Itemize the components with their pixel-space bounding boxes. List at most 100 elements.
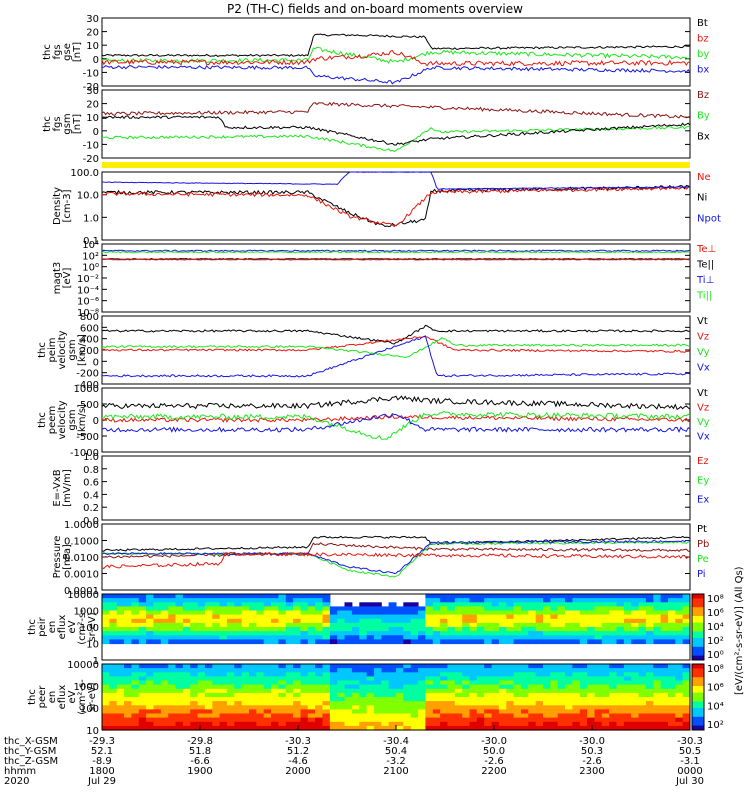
spectrogram-cell <box>396 697 404 702</box>
spectrogram-cell <box>447 602 456 607</box>
spectrogram-cell <box>146 672 154 677</box>
spectrogram-cell <box>498 610 507 616</box>
spectrogram-cell <box>418 622 426 628</box>
spectrogram-cell <box>668 676 676 682</box>
panel-4-ylabel-line: [cm-3] <box>62 189 73 222</box>
spectrogram-cell <box>182 664 191 669</box>
spectrogram-cell <box>153 705 162 710</box>
spectrogram-cell <box>660 631 669 636</box>
spectrogram-cell <box>344 639 353 645</box>
spectrogram-cell <box>469 672 478 677</box>
spectrogram-cell <box>182 709 191 715</box>
spectrogram-cell <box>249 701 257 706</box>
spectrogram-cell <box>373 664 382 669</box>
spectrogram-cell <box>432 631 441 636</box>
spectrogram-cell <box>616 684 625 690</box>
spectrogram-cell <box>432 705 441 710</box>
spectrogram-cell <box>160 606 169 612</box>
spectrogram-cell <box>175 614 184 620</box>
spectrogram-cell <box>447 688 456 694</box>
spectrogram-cell <box>234 684 243 690</box>
colorbar-cell <box>692 692 704 696</box>
spectrogram-cell <box>660 606 669 612</box>
spectrogram-cell <box>432 598 441 603</box>
spectrogram-cell <box>204 717 213 723</box>
spectrogram-cell <box>359 697 368 702</box>
spectrogram-cell <box>102 618 110 624</box>
spectrogram-cell <box>432 717 441 723</box>
colorbar-cell <box>692 616 704 619</box>
spectrogram-cell <box>653 692 662 698</box>
spectrogram-cell <box>263 705 272 710</box>
colorbar-upper-tick: 10² <box>707 636 724 647</box>
spectrogram-cell <box>616 594 625 599</box>
spectrogram-cell <box>587 668 595 673</box>
spectrogram-cell <box>623 725 632 731</box>
spectrogram-cell <box>565 594 573 599</box>
spectrogram-cell <box>498 717 507 723</box>
spectrogram-cell <box>447 697 456 702</box>
spectrogram-cell <box>506 602 515 607</box>
spectrogram-cell <box>322 697 331 702</box>
spectrogram-cell <box>645 594 654 599</box>
spectrogram-cell <box>116 639 125 645</box>
spectrogram-cell <box>660 721 669 727</box>
spectrogram-cell <box>623 717 632 723</box>
spectrogram-cell <box>182 618 191 624</box>
spectrogram-cell <box>484 692 493 698</box>
spectrogram-cell <box>153 618 162 624</box>
spectrogram-cell <box>381 618 390 624</box>
spectrogram-cell <box>601 631 610 636</box>
spectrogram-cell <box>329 701 338 706</box>
spectrogram-cell <box>366 701 375 706</box>
spectrogram-cell <box>116 618 125 624</box>
spectrogram-cell <box>675 606 684 612</box>
spectrogram-cell <box>359 610 368 616</box>
spectrogram-cell <box>241 614 250 620</box>
spectrogram-cell <box>322 622 331 628</box>
spectrogram-cell <box>168 594 177 599</box>
panel-9-tick-label: 0.0100 <box>64 553 99 564</box>
colorbar-cell <box>692 727 704 731</box>
spectrogram-cell <box>506 688 515 694</box>
spectrogram-cell <box>175 627 184 632</box>
spectrogram-cell <box>653 614 662 620</box>
spectrogram-cell <box>660 598 669 603</box>
spectrogram-cell <box>204 668 213 673</box>
spectrogram-cell <box>543 688 551 694</box>
panel-10-tick-label: 1000 <box>74 607 99 618</box>
spectrogram-cell <box>454 680 463 686</box>
spectrogram-cell <box>241 697 250 702</box>
spectrogram-cell <box>153 668 162 673</box>
spectrogram-cell <box>300 622 309 628</box>
spectrogram-cell <box>469 721 478 727</box>
spectrogram-cell <box>366 606 375 612</box>
spectrogram-cell <box>359 709 368 715</box>
spectrogram-cell <box>263 614 272 620</box>
spectrogram-cell <box>440 639 448 645</box>
spectrogram-cell <box>263 622 272 628</box>
spectrogram-cell <box>182 676 191 682</box>
spectrogram-cell <box>285 606 294 612</box>
spectrogram-cell <box>249 594 257 599</box>
spectrogram-cell <box>645 705 654 710</box>
spectrogram-cell <box>410 635 419 640</box>
spectrogram-cell <box>454 614 463 620</box>
spectrogram-cell <box>153 606 162 612</box>
spectrogram-cell <box>124 717 132 723</box>
spectrogram-cell <box>337 639 346 645</box>
spectrogram-cell <box>322 664 331 669</box>
spectrogram-cell <box>351 680 360 686</box>
spectrogram-cell <box>653 713 662 719</box>
spectrogram-cell <box>337 701 346 706</box>
spectrogram-cell <box>315 725 323 731</box>
spectrogram-cell <box>138 594 147 599</box>
spectrogram-cell <box>506 614 515 620</box>
spectrogram-cell <box>197 622 206 628</box>
trace-peim-vx <box>101 335 691 378</box>
spectrogram-cell <box>226 627 235 632</box>
spectrogram-cell <box>366 618 375 624</box>
spectrogram-cell <box>307 627 316 632</box>
spectrogram-cell <box>579 598 588 603</box>
spectrogram-cell <box>594 639 603 645</box>
